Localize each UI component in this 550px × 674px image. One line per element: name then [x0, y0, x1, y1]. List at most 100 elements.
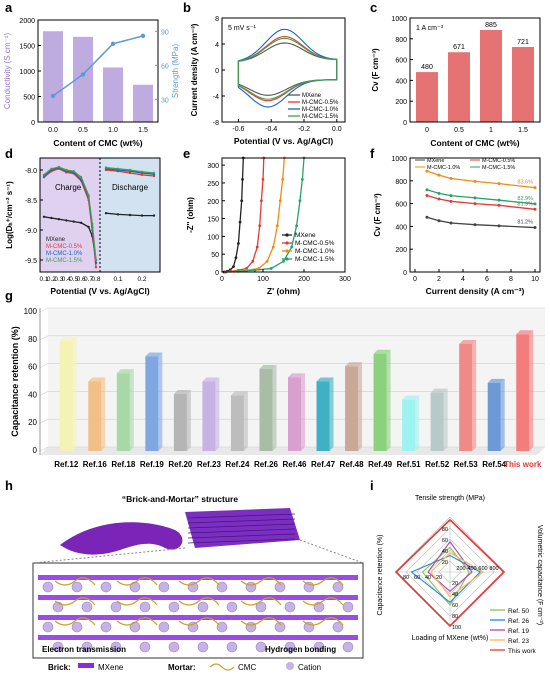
- xtick-label: Ref.47: [311, 460, 336, 469]
- legend-label: MXene: [295, 232, 316, 239]
- mxene-sheet: [38, 595, 358, 600]
- bar: [73, 36, 93, 122]
- legend-label: M-CMC-1.5%: [46, 258, 83, 264]
- charge-point: [91, 222, 94, 226]
- ytick-label: 100: [207, 234, 219, 241]
- bar-top: [516, 330, 534, 335]
- radar-tick: 80: [442, 527, 448, 533]
- cmc-chain: [54, 617, 96, 626]
- plot-frame: [221, 157, 346, 273]
- rate-point: [533, 202, 537, 206]
- cmc-chain: [54, 597, 96, 606]
- panel-e: 0 100 200 300 0 50 100 150 200 250 300 MXeneM-CMC-0…: [186, 156, 351, 296]
- y2-axis-label: Strength (MPa): [171, 44, 180, 99]
- nyquist-point: [258, 224, 262, 228]
- xtick-label: 0.5: [69, 276, 78, 283]
- charge-point: [72, 220, 75, 223]
- xtick-label: 200: [298, 276, 310, 283]
- legend-label: Ref. 50: [508, 608, 529, 615]
- rate-point: [437, 197, 441, 201]
- rate-point: [473, 196, 477, 200]
- xtick-label: Ref.20: [168, 460, 193, 469]
- y2tick-label: 60: [161, 63, 169, 70]
- cation: [245, 581, 257, 593]
- x-axis-label: Z' (ohm): [267, 286, 300, 296]
- brick-layer: [187, 528, 296, 534]
- cmc-chain: [178, 577, 220, 586]
- legend-cation-swatch: [286, 662, 294, 670]
- bar-top: [402, 395, 420, 400]
- bar-top: [288, 373, 305, 378]
- ytick-label: 200: [395, 99, 407, 106]
- legend-label: M-CMC-1.0%: [295, 248, 335, 255]
- bar-side: [215, 377, 220, 451]
- xtick-label: Ref.16: [83, 460, 108, 469]
- cation: [197, 641, 209, 653]
- nyquist-point: [265, 259, 269, 263]
- cation: [303, 581, 315, 593]
- cation: [42, 621, 54, 633]
- charge-point: [94, 266, 98, 269]
- nyquist-point: [300, 177, 304, 181]
- xtick-label: 0.4: [62, 276, 71, 283]
- ytick-label: 0: [215, 68, 219, 75]
- discharge-point: [152, 171, 156, 175]
- gridline: [39, 391, 49, 396]
- legend-label: MXene: [302, 93, 322, 99]
- radar-tick: 600: [478, 566, 487, 572]
- ytick-label: 0: [31, 120, 35, 127]
- x-axis-label: Potential (V vs. Ag/AgCl): [50, 286, 150, 296]
- bar-side: [329, 377, 334, 451]
- structure-title: “Brick-and-Mortar” structure: [122, 494, 238, 504]
- bar-side: [358, 362, 363, 451]
- charge-point: [65, 168, 68, 172]
- xtick-label: 1.0: [108, 127, 118, 134]
- bar: [173, 394, 187, 451]
- legend-mxene-swatch: [78, 663, 94, 668]
- nyquist-point: [241, 177, 244, 181]
- bar-top: [259, 364, 277, 369]
- bar: [316, 381, 330, 451]
- charge-point: [79, 221, 83, 224]
- legend-label: Ref. 19: [508, 628, 529, 635]
- nyquist-point: [281, 177, 285, 181]
- rate-point: [473, 202, 477, 206]
- legend-mortar: Mortar:: [168, 663, 196, 672]
- xtick-label: Ref.51: [397, 460, 422, 469]
- charge-point: [94, 261, 98, 265]
- discharge-point: [116, 213, 120, 216]
- legend-label: M-CMC-1.0%: [427, 165, 460, 171]
- radar-tick: 800: [489, 566, 498, 572]
- bar: [133, 84, 153, 122]
- cation: [284, 641, 296, 653]
- xtick-label: 8: [509, 276, 513, 283]
- charge-label: Charge: [55, 183, 82, 192]
- plot-frame: [409, 157, 541, 273]
- legend-label: M-CMC-1.0%: [46, 251, 83, 257]
- rate-point: [533, 207, 537, 211]
- xtick-label: 10: [531, 276, 539, 283]
- y-axis-label: Current density (A cm⁻³): [190, 23, 199, 116]
- discharge-point: [104, 166, 108, 169]
- xtick-label: Ref.18: [111, 460, 136, 469]
- panel-label-f: f: [370, 146, 375, 161]
- charge-point: [57, 218, 61, 221]
- ytick-label: 400: [395, 78, 407, 85]
- charge-point: [50, 216, 53, 220]
- discharge-point: [140, 170, 144, 173]
- cation: [168, 641, 180, 653]
- electron-label: Electron transmission: [42, 645, 126, 654]
- nyquist-point: [238, 220, 242, 224]
- bar: [480, 29, 502, 122]
- bar: [103, 67, 123, 122]
- bar: [416, 72, 438, 122]
- ytick-label: 600: [395, 202, 407, 209]
- cation: [197, 601, 209, 613]
- cation: [81, 641, 93, 653]
- bar: [59, 341, 73, 451]
- cmc-chain: [116, 597, 158, 606]
- charge-point: [57, 165, 61, 169]
- cmc-chain: [302, 597, 344, 606]
- gridline: [39, 335, 49, 341]
- panel-h: “Brick-and-Mortar” structure Electron tra…: [32, 494, 364, 672]
